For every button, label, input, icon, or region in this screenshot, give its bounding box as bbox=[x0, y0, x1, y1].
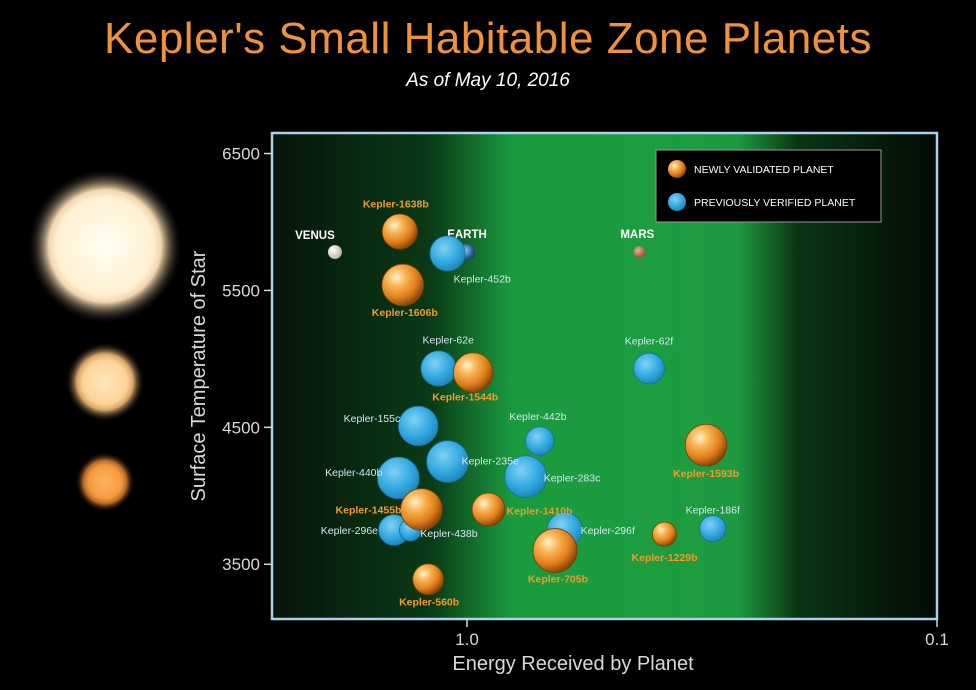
star-warm-icon bbox=[65, 342, 145, 422]
planet-point-kepler-452b bbox=[429, 235, 466, 272]
legend-verified-label: PREVIOUSLY VERIFIED PLANET bbox=[694, 197, 856, 209]
planet-label: Kepler-1593b bbox=[673, 468, 739, 480]
planet-point-kepler-705b bbox=[532, 528, 578, 573]
planet-point-kepler-1229b bbox=[652, 521, 678, 547]
y-tick-label: 6500 bbox=[222, 145, 260, 164]
planet-label: Kepler-440b bbox=[325, 467, 382, 479]
planet-label: Kepler-1544b bbox=[432, 392, 498, 404]
planet-point-kepler-235e bbox=[426, 440, 469, 483]
reference-planet-label: EARTH bbox=[447, 229, 487, 241]
star-hot-icon bbox=[27, 168, 183, 324]
planet-label: Kepler-442b bbox=[509, 411, 566, 423]
y-tick-label: 4500 bbox=[222, 418, 260, 437]
star-scale-decoration bbox=[27, 168, 183, 512]
x-tick-label: 1.0 bbox=[455, 630, 479, 649]
planet-label: Kepler-296f bbox=[581, 525, 635, 537]
legend-new-swatch bbox=[668, 160, 686, 178]
legend: NEWLY VALIDATED PLANET PREVIOUSLY VERIFI… bbox=[655, 149, 882, 223]
planet-point-kepler-440b bbox=[377, 456, 420, 500]
plot-frame bbox=[270, 131, 939, 621]
planet-label: Kepler-235e bbox=[462, 456, 519, 468]
planet-label: Kepler-1229b bbox=[632, 552, 698, 564]
planet-point-kepler-1544b bbox=[453, 352, 494, 393]
planet-label: Kepler-438b bbox=[420, 528, 477, 540]
legend-new-label: NEWLY VALIDATED PLANET bbox=[694, 164, 834, 176]
planet-point-kepler-1455b bbox=[400, 488, 443, 531]
planet-point-kepler-155c bbox=[398, 405, 439, 447]
reference-planet-label: VENUS bbox=[295, 230, 335, 242]
axes: 6500 5500 4500 3500 1.0 0.1 bbox=[222, 145, 949, 649]
planet-point-kepler-1593b bbox=[684, 423, 728, 467]
planet-label: Kepler-1455b bbox=[336, 504, 402, 516]
planet-point-kepler-186f bbox=[699, 515, 727, 543]
planet-label: Kepler-62e bbox=[423, 334, 475, 346]
planet-label: Kepler-560b bbox=[399, 596, 459, 608]
reference-planet-venus bbox=[327, 245, 342, 260]
planet-label: Kepler-62f bbox=[625, 335, 674, 347]
planet-point-kepler-1638b bbox=[381, 213, 418, 250]
planet-label: Kepler-705b bbox=[528, 574, 588, 586]
page-title: Kepler's Small Habitable Zone Planets bbox=[104, 14, 872, 63]
planet-label: Kepler-452b bbox=[454, 273, 511, 285]
planet-point-kepler-62f bbox=[633, 352, 665, 385]
planet-point-kepler-283c bbox=[504, 455, 548, 498]
planet-label: Kepler-186f bbox=[686, 505, 740, 517]
planet-label: Kepler-283c bbox=[544, 473, 601, 485]
legend-verified-swatch bbox=[668, 193, 686, 211]
planet-label: Kepler-1410b bbox=[507, 505, 573, 517]
planet-label: Kepler-1638b bbox=[363, 199, 429, 211]
planet-point-kepler-442b bbox=[525, 426, 555, 456]
planet-point-kepler-1606b bbox=[381, 263, 425, 307]
planet-label: Kepler-1606b bbox=[372, 307, 438, 319]
y-tick-label: 3500 bbox=[222, 555, 260, 574]
planet-label: Kepler-155c bbox=[344, 413, 401, 425]
x-tick-label: 0.1 bbox=[925, 630, 949, 649]
plot-marks: VENUS EARTH MARS Kepler-452b Kepler-62e Keple… bbox=[295, 199, 740, 609]
reference-planet-label: MARS bbox=[620, 229, 654, 241]
planet-point-kepler-1410b bbox=[471, 492, 506, 527]
y-axis-title: Surface Temperature of Star bbox=[188, 250, 210, 501]
x-axis-title: Energy Received by Planet bbox=[452, 653, 694, 675]
planet-point-kepler-560b bbox=[412, 563, 444, 596]
y-tick-label: 5500 bbox=[222, 281, 260, 300]
planet-label: Kepler-296e bbox=[321, 525, 378, 537]
page-subtitle: As of May 10, 2016 bbox=[406, 70, 570, 91]
reference-planet-mars bbox=[633, 246, 646, 259]
planet-point-kepler-62e bbox=[420, 350, 457, 387]
legend-box bbox=[655, 149, 882, 223]
star-cool-icon bbox=[75, 452, 135, 512]
